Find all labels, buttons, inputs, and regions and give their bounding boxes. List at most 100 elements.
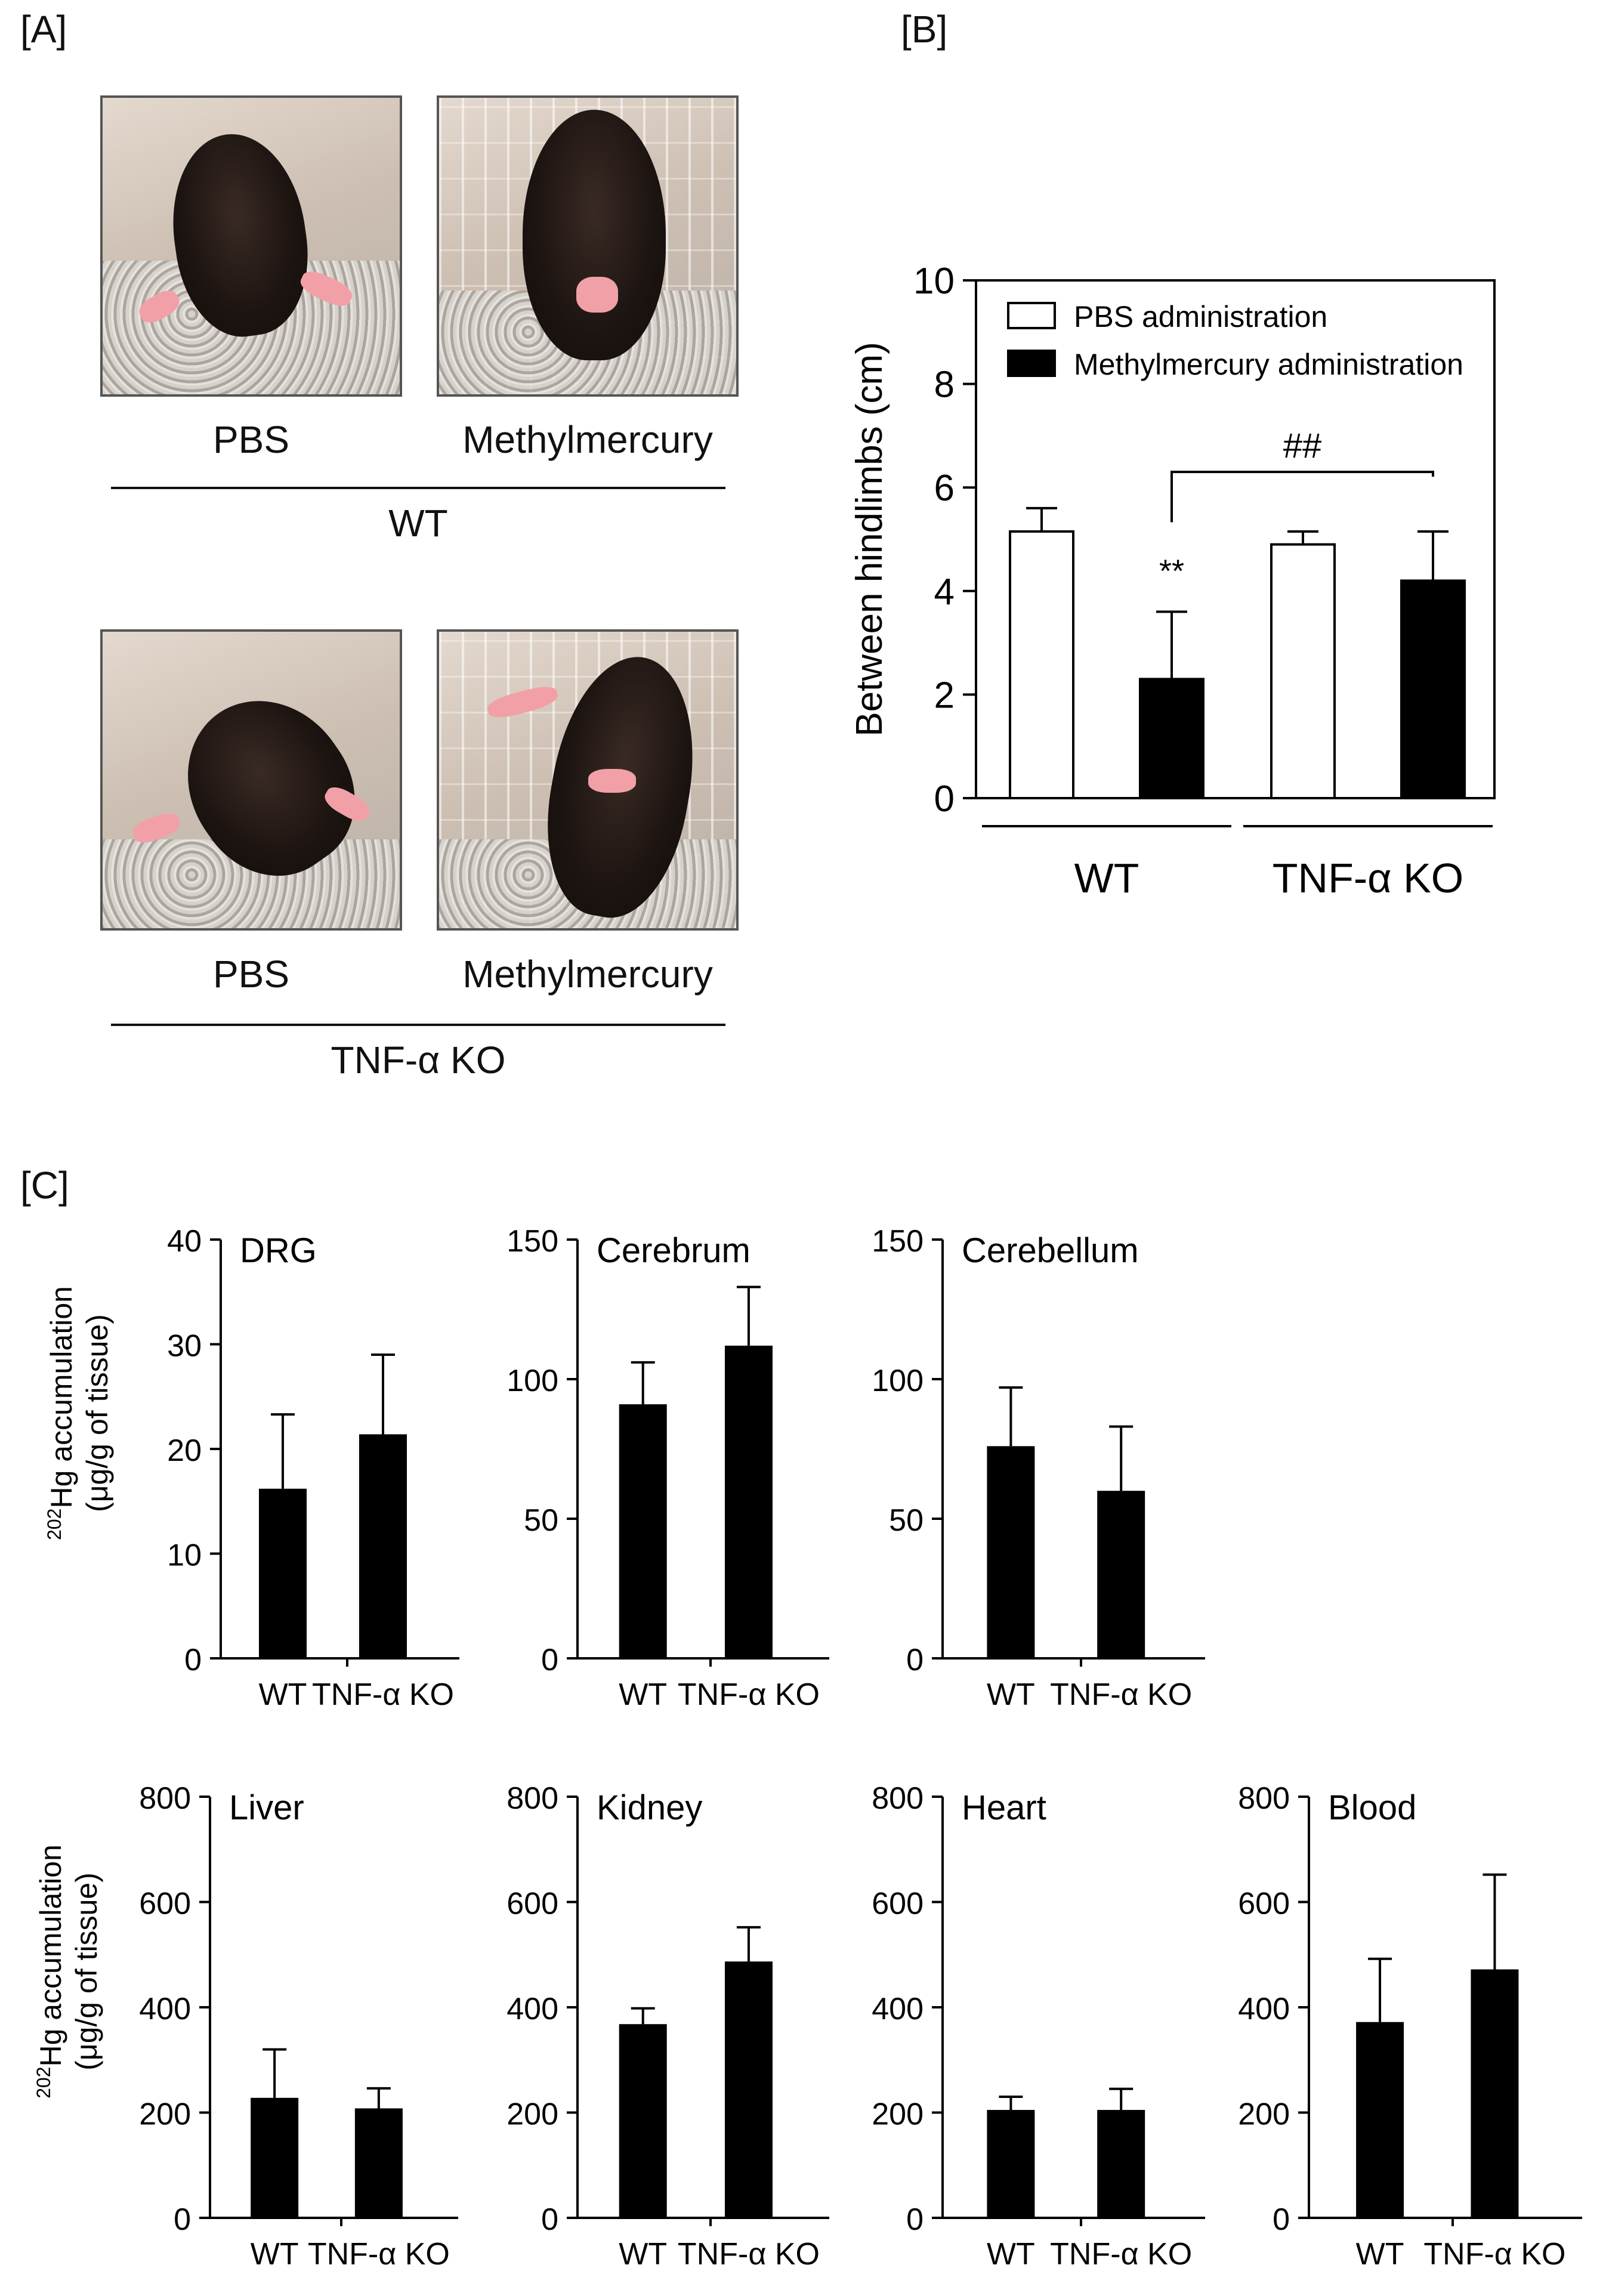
c-blood-bar-1 — [1471, 1969, 1519, 2218]
c-liver-xtick-label-1: TNF-α KO — [308, 2237, 450, 2272]
photo-tnf-pbs — [100, 629, 402, 931]
photo-wt-methylmercury — [437, 95, 739, 397]
b-ytick-label-5: 10 — [913, 261, 955, 302]
group-rule-tnf — [111, 1024, 725, 1026]
c-heart-ytick-label-3: 600 — [872, 1887, 924, 1921]
c-drg-xtick-label-1: TNF-α KO — [312, 1677, 454, 1712]
group-label-tnf: TNF-α KO — [331, 1039, 506, 1081]
b-group-label-0: WT — [1074, 855, 1139, 901]
c-drg-ylabel: 202Hg accumulation — [44, 1286, 78, 1540]
c-cerebrum-ytick-label-2: 100 — [506, 1364, 558, 1398]
panel-label-c: [C] — [20, 1164, 69, 1207]
c-drg-ytick-label-1: 10 — [167, 1538, 202, 1573]
b-annotation-hash: ## — [1283, 427, 1322, 465]
caption-tnf-pbs: PBS — [212, 953, 290, 996]
c-cerebrum-ytick-label-0: 0 — [541, 1643, 558, 1677]
panel-label-b: [B] — [901, 8, 948, 51]
c-drg-ytick-label-4: 40 — [167, 1224, 202, 1259]
c-blood-ytick-label-0: 0 — [1273, 2202, 1290, 2237]
c-heart-ytick-label-2: 400 — [872, 1992, 924, 2026]
b-legend-label-0: PBS administration — [1074, 300, 1327, 333]
c-heart-ytick-label-1: 200 — [872, 2097, 924, 2132]
b-ytick-label-3: 6 — [934, 468, 955, 509]
c-blood-ytick-label-4: 800 — [1238, 1781, 1290, 1816]
b-annotation-bracket — [1170, 471, 1434, 523]
b-bar-0-1 — [1270, 543, 1336, 799]
photo-tnf-methylmercury — [437, 629, 739, 931]
c-kidney-ytick-label-0: 0 — [541, 2202, 558, 2237]
c-heart-title: Heart — [962, 1788, 1046, 1827]
c-liver-title: Liver — [229, 1788, 304, 1827]
c-blood-ytick-label-3: 600 — [1238, 1887, 1290, 1921]
b-ytick-label-4: 8 — [934, 364, 955, 406]
c-drg-ytick-label-3: 30 — [167, 1329, 202, 1364]
c-drg-bar-1 — [359, 1434, 407, 1658]
c-liver-bar-1 — [354, 2108, 403, 2218]
group-label-wt: WT — [388, 502, 448, 545]
caption-tnf-methylmercury: Methylmercury — [462, 953, 713, 996]
b-ytick-label-0: 0 — [934, 778, 955, 820]
b-legend-swatch-1 — [1007, 350, 1056, 377]
c-heart-bar-0 — [987, 2110, 1035, 2218]
c-kidney-title: Kidney — [597, 1788, 702, 1827]
c-kidney-xtick-label-1: TNF-α KO — [678, 2237, 820, 2272]
c-cerebrum-ytick-label-1: 50 — [524, 1503, 558, 1538]
c-cerebrum-xtick-label-0: WT — [619, 1677, 667, 1712]
c-kidney-ytick-label-4: 800 — [506, 1781, 558, 1816]
c-cerebrum-bar-1 — [724, 1345, 773, 1658]
c-kidney-xtick-label-0: WT — [619, 2237, 667, 2272]
c-drg-ylabel-units: (μg/g of tissue) — [81, 1314, 114, 1512]
c-liver-ytick-label-2: 400 — [139, 1992, 191, 2026]
c-drg-title: DRG — [240, 1231, 317, 1270]
c-liver-ytick-label-0: 0 — [174, 2202, 191, 2237]
group-rule-wt — [111, 487, 725, 489]
b-legend-swatch-0 — [1007, 302, 1056, 329]
c-blood-title: Blood — [1328, 1788, 1416, 1827]
c-kidney-ytick-label-1: 200 — [506, 2097, 558, 2132]
b-group-label-1: TNF-α KO — [1273, 855, 1463, 901]
b-ytick-label-2: 4 — [934, 571, 955, 613]
c-liver-ytick-label-3: 600 — [139, 1887, 191, 1921]
c-blood-xtick-label-1: TNF-α KO — [1423, 2237, 1565, 2272]
b-bar-1-0 — [1139, 678, 1204, 799]
c-cerebellum-ytick-label-2: 100 — [872, 1364, 924, 1398]
b-ylabel: Between hindlimbs (cm) — [849, 342, 890, 737]
c-cerebellum-bar-1 — [1097, 1491, 1145, 1658]
c-drg-ytick-label-2: 20 — [167, 1433, 202, 1468]
c-heart-ytick-label-0: 0 — [906, 2202, 924, 2237]
c-kidney-bar-1 — [724, 1961, 773, 2218]
c-blood-bar-0 — [1356, 2022, 1404, 2218]
c-cerebrum-bar-0 — [619, 1404, 667, 1658]
c-cerebrum-title: Cerebrum — [597, 1231, 751, 1270]
c-cerebrum-xtick-label-1: TNF-α KO — [678, 1677, 820, 1712]
c-liver-xtick-label-0: WT — [251, 2237, 299, 2272]
c-blood-xtick-label-0: WT — [1356, 2237, 1404, 2272]
c-blood-ytick-label-1: 200 — [1238, 2097, 1290, 2132]
caption-wt-pbs: PBS — [212, 418, 290, 461]
b-plot-frame — [975, 279, 1496, 799]
c-kidney-ytick-label-2: 400 — [506, 1992, 558, 2026]
c-drg-ytick-label-0: 0 — [184, 1643, 202, 1677]
caption-wt-methylmercury: Methylmercury — [462, 418, 713, 461]
c-kidney-bar-0 — [619, 2024, 667, 2218]
c-cerebrum-ytick-label-3: 150 — [506, 1224, 558, 1259]
c-heart-ytick-label-4: 800 — [872, 1781, 924, 1816]
c-blood-ytick-label-2: 400 — [1238, 1992, 1290, 2026]
c-heart-xtick-label-0: WT — [987, 2237, 1035, 2272]
c-liver-ylabel: 202Hg accumulation — [33, 1844, 67, 2099]
c-cerebellum-xtick-label-1: TNF-α KO — [1050, 1677, 1192, 1712]
c-cerebellum-ytick-label-1: 50 — [889, 1503, 924, 1538]
b-bar-0-0 — [1009, 530, 1074, 799]
c-cerebellum-ytick-label-3: 150 — [872, 1224, 924, 1259]
c-liver-ytick-label-4: 800 — [139, 1781, 191, 1816]
c-cerebellum-bar-0 — [987, 1446, 1035, 1658]
b-legend-label-1: Methylmercury administration — [1074, 348, 1463, 381]
c-liver-bar-0 — [251, 2097, 299, 2218]
b-bar-1-1 — [1400, 579, 1466, 799]
c-liver-ytick-label-1: 200 — [139, 2097, 191, 2132]
c-drg-bar-0 — [259, 1488, 307, 1658]
c-cerebellum-xtick-label-0: WT — [987, 1677, 1035, 1712]
c-heart-bar-1 — [1097, 2110, 1145, 2218]
c-kidney-ytick-label-3: 600 — [506, 1887, 558, 1921]
